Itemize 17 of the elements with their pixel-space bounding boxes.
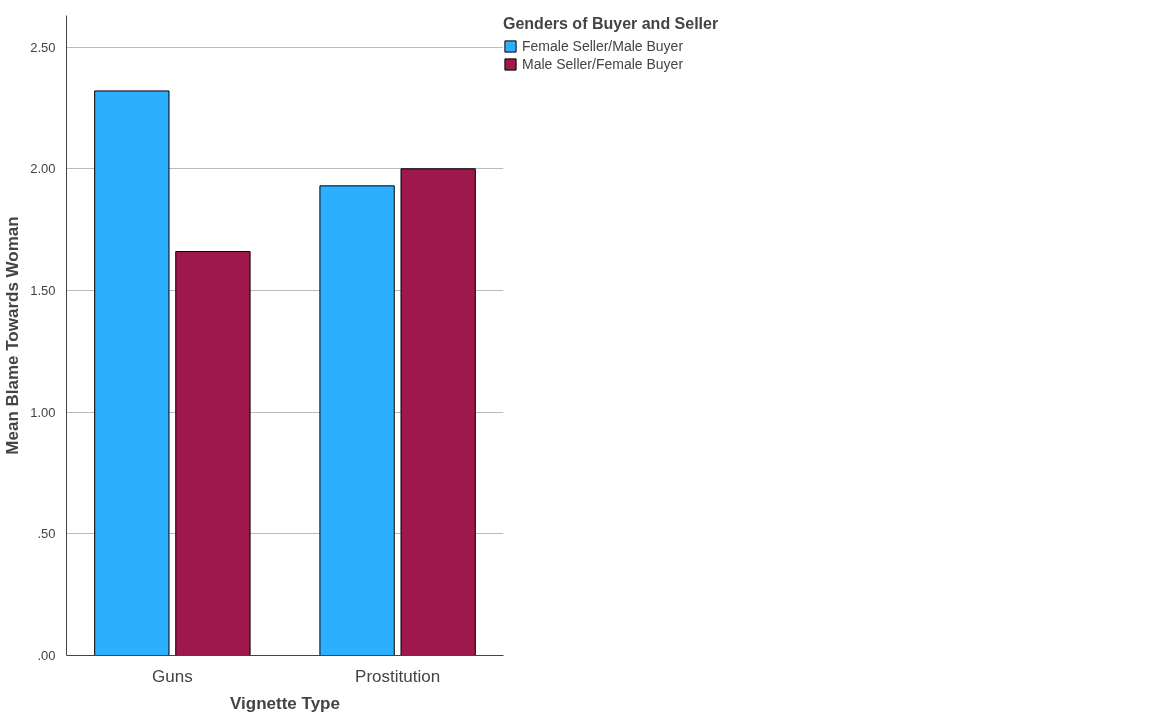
y-tick-label: 2.00 — [30, 161, 56, 177]
bar — [94, 90, 170, 656]
bar — [175, 251, 251, 656]
y-tick-label: 1.00 — [30, 404, 56, 420]
y-axis-title: Mean Blame Towards Woman — [3, 216, 23, 455]
y-tick-label: .00 — [37, 648, 56, 663]
bar — [319, 185, 395, 656]
legend-label: Male Seller/Female Buyer — [522, 56, 684, 72]
legend-label: Female Seller/Male Buyer — [522, 38, 684, 54]
y-tick-label: 1.50 — [30, 282, 56, 298]
x-axis-title: Vignette Type — [230, 693, 340, 713]
y-tick-label: 2.50 — [30, 39, 56, 55]
x-tick-label: Guns — [152, 666, 193, 686]
x-tick-label: Prostitution — [355, 666, 441, 686]
bar — [400, 168, 476, 656]
y-tick-label: .50 — [37, 526, 56, 542]
legend-title: Genders of Buyer and Seller — [503, 15, 719, 33]
